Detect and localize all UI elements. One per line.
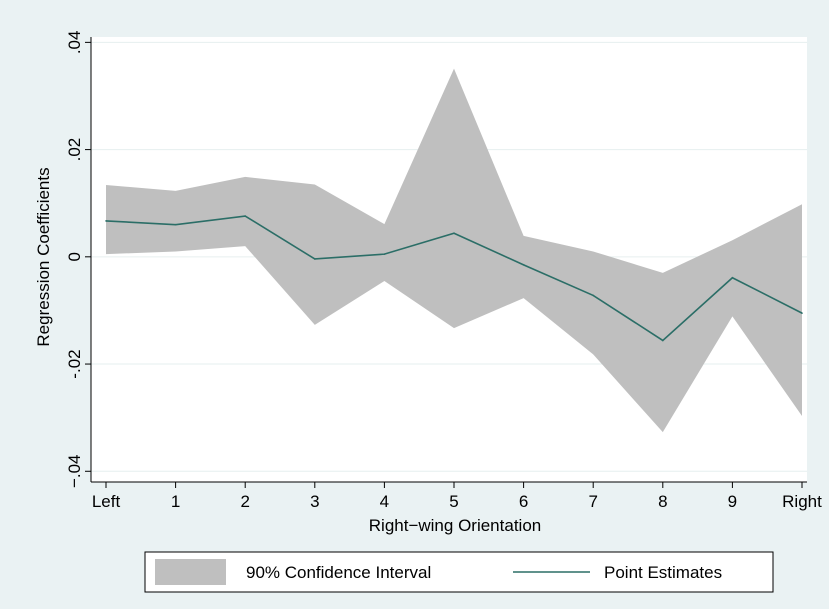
point-estimate: [174, 223, 177, 226]
x-tick-label: 7: [588, 492, 597, 511]
point-estimate: [383, 253, 386, 255]
point-estimate: [662, 339, 664, 342]
x-axis: Left 1 2 3 4 5 6 7 8 9 Right: [91, 481, 822, 511]
legend-label-ci: 90% Confidence Interval: [246, 563, 431, 582]
point-estimate: [592, 294, 594, 297]
point-estimate: [244, 215, 246, 217]
confidence-interval-band: [106, 68, 802, 433]
point-estimate: [314, 258, 316, 260]
x-tick-label: 4: [380, 492, 389, 511]
x-tick-label: Left: [92, 492, 121, 511]
y-tick-label: 0: [65, 252, 84, 261]
x-tick-label: 1: [171, 492, 180, 511]
legend-label-point: Point Estimates: [604, 563, 722, 582]
x-tick-label: Right: [782, 492, 822, 511]
legend-swatch-ci: [155, 559, 226, 585]
point-estimate: [105, 220, 107, 222]
legend-box: [144, 551, 774, 593]
point-estimate: [522, 264, 525, 266]
y-tick-label: .02: [65, 138, 84, 162]
y-tick-label: -.02: [65, 349, 84, 378]
point-estimate: [801, 312, 803, 314]
legend: 90% Confidence Interval Point Estimates: [144, 551, 774, 593]
y-axis-title: Regression Coefficients: [34, 167, 53, 346]
point-estimate: [453, 232, 455, 235]
x-tick-label: 3: [310, 492, 319, 511]
x-tick-label: 5: [449, 492, 458, 511]
x-tick-label: 6: [519, 492, 528, 511]
y-tick-label: .04: [65, 31, 84, 55]
x-tick-label: 9: [728, 492, 737, 511]
y-tick-label: −.04: [65, 454, 84, 488]
x-axis-title: Right−wing Orientation: [369, 516, 541, 535]
x-tick-label: 8: [658, 492, 667, 511]
confidence-band-layer: [106, 68, 802, 433]
point-estimates-layer: [105, 215, 803, 342]
y-axis: −.04 -.02 0 .02 .04: [65, 31, 92, 488]
x-tick-label: 2: [240, 492, 249, 511]
point-estimate: [731, 276, 734, 279]
